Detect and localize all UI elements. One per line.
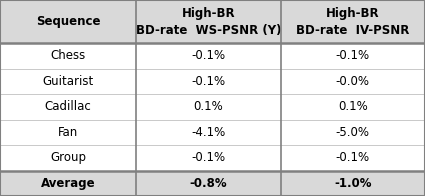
Bar — [0, 0, 425, 43]
Text: 0.1%: 0.1% — [338, 100, 368, 113]
Text: Fan: Fan — [58, 126, 78, 139]
Text: -0.1%: -0.1% — [191, 49, 225, 62]
Text: High-BR
BD-rate  WS-PSNR (Y): High-BR BD-rate WS-PSNR (Y) — [136, 6, 281, 37]
Text: Guitarist: Guitarist — [42, 75, 94, 88]
Text: Group: Group — [50, 151, 86, 164]
Text: -5.0%: -5.0% — [336, 126, 370, 139]
Text: -0.1%: -0.1% — [191, 151, 225, 164]
Text: Cadillac: Cadillac — [45, 100, 91, 113]
Bar — [0, 43, 425, 69]
Text: -0.1%: -0.1% — [336, 151, 370, 164]
Text: -0.1%: -0.1% — [191, 75, 225, 88]
Text: -4.1%: -4.1% — [191, 126, 225, 139]
Bar — [0, 94, 425, 120]
Bar — [0, 69, 425, 94]
Bar — [0, 171, 425, 196]
Text: Average: Average — [41, 177, 95, 190]
Bar — [0, 120, 425, 145]
Text: -0.0%: -0.0% — [336, 75, 370, 88]
Text: High-BR
BD-rate  IV-PSNR: High-BR BD-rate IV-PSNR — [296, 6, 409, 37]
Text: -1.0%: -1.0% — [334, 177, 371, 190]
Text: 0.1%: 0.1% — [193, 100, 223, 113]
Text: -0.1%: -0.1% — [336, 49, 370, 62]
Text: -0.8%: -0.8% — [190, 177, 227, 190]
Text: Sequence: Sequence — [36, 15, 100, 28]
Bar — [0, 145, 425, 171]
Text: Chess: Chess — [51, 49, 85, 62]
